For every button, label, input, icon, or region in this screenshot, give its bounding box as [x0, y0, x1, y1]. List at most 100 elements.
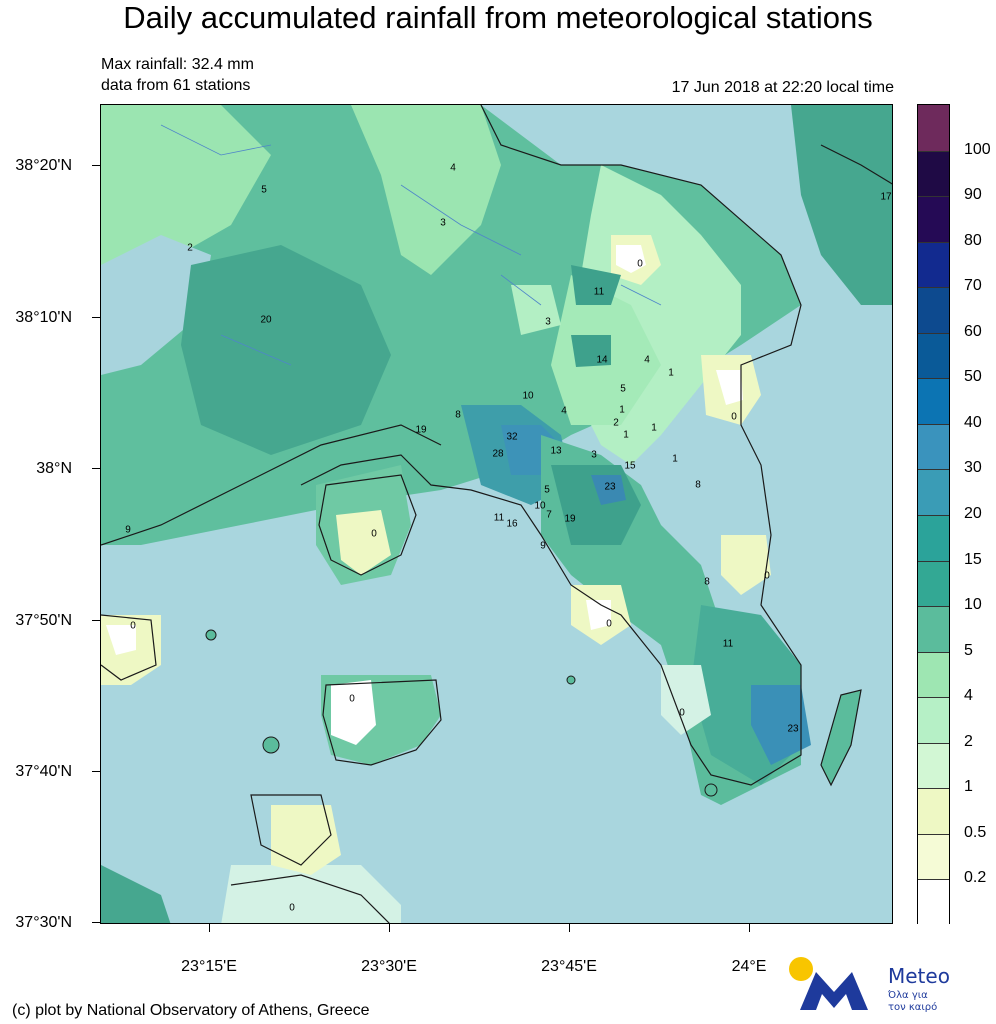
colorbar-segment [918, 423, 949, 470]
station-value: 1 [623, 429, 629, 441]
colorbar-segment [918, 287, 949, 333]
colorbar-label: 1 [964, 778, 973, 796]
station-value: 15 [624, 460, 636, 472]
lat-label: 37°30'N [15, 914, 72, 931]
lon-tick [389, 924, 390, 932]
colorbar-segment [918, 196, 949, 242]
station-value: 16 [506, 518, 518, 530]
map-title: Daily accumulated rainfall from meteorol… [123, 0, 873, 35]
timestamp-text: 17 Jun 2018 at 22:20 local time [671, 79, 894, 96]
station-value: 3 [440, 217, 446, 229]
station-value: 0 [731, 411, 737, 423]
colorbar-label: 30 [964, 459, 982, 477]
lon-tick [569, 924, 570, 932]
station-value: 11 [593, 286, 605, 298]
colorbar-segment [918, 241, 949, 288]
lat-tick [92, 468, 100, 469]
station-value: 7 [546, 509, 552, 521]
meteo-logo: Meteo Όλα για τον καιρό [786, 952, 956, 1014]
map-svg [101, 105, 892, 923]
lat-label: 37°40'N [15, 763, 72, 780]
colorbar-segment [918, 378, 949, 424]
lat-tick [92, 620, 100, 621]
brand-tagline-2: τον καιρό [888, 1002, 938, 1013]
colorbar-segment [918, 833, 949, 880]
station-value: 1 [651, 422, 657, 434]
station-value: 0 [764, 570, 770, 582]
station-value: 9 [125, 524, 131, 536]
station-value: 2 [187, 242, 193, 254]
station-value: 23 [787, 723, 799, 735]
lat-label: 37°50'N [15, 612, 72, 629]
station-value: 9 [540, 540, 546, 552]
lon-label: 23°30'E [361, 958, 417, 975]
station-value: 0 [130, 620, 136, 632]
colorbar-segment [918, 515, 949, 561]
colorbar-label: 4 [964, 687, 973, 705]
rainfall-colorbar [917, 104, 950, 925]
lat-label: 38°N [36, 460, 72, 477]
rainfall-map: 4 5 3 2 0 11 20 3 14 4 1 10 5 4 1 2 1 1 … [100, 104, 893, 924]
brand-name: Meteo [888, 964, 950, 988]
station-value: 3 [591, 449, 597, 461]
station-count-text: data from 61 stations [101, 77, 251, 94]
colorbar-segment [918, 332, 949, 379]
station-value: 4 [450, 162, 456, 174]
brand-tagline-1: Όλα για [888, 990, 928, 1001]
station-value: 5 [544, 484, 550, 496]
station-value: 32 [506, 431, 518, 443]
station-value: 0 [371, 528, 377, 540]
colorbar-label: 20 [964, 505, 982, 522]
station-value: 2 [613, 417, 619, 429]
colorbar-segment [918, 651, 949, 698]
station-value: 0 [606, 618, 612, 630]
colorbar-segment [918, 150, 949, 197]
colorbar-segment [918, 469, 949, 515]
station-value: 8 [704, 576, 710, 588]
station-value: 19 [564, 513, 576, 525]
colorbar-segment [918, 879, 949, 925]
station-value: 5 [261, 184, 267, 196]
lon-label: 24°E [731, 958, 767, 975]
station-value: 28 [492, 448, 504, 460]
meteo-logo-mark [789, 957, 868, 1010]
lat-label: 38°20'N [15, 157, 72, 174]
colorbar-segment [918, 697, 949, 743]
lon-label: 23°15'E [181, 958, 237, 975]
lat-tick [92, 317, 100, 318]
station-value: 0 [289, 902, 295, 914]
station-value: 10 [522, 390, 534, 402]
colorbar-label: 2 [964, 732, 973, 750]
lat-tick [92, 771, 100, 772]
station-value: 10 [534, 500, 546, 512]
station-value: 19 [415, 424, 427, 436]
station-value: 4 [644, 354, 650, 366]
station-value: 13 [550, 445, 562, 457]
credit-text: (c) plot by National Observatory of Athe… [12, 1002, 370, 1019]
colorbar-label: 60 [964, 322, 982, 340]
lat-label: 38°10'N [15, 309, 72, 326]
lat-tick [92, 922, 100, 923]
colorbar-segment [918, 742, 949, 789]
colorbar-segment [918, 606, 949, 652]
colorbar-label: 50 [964, 368, 982, 386]
colorbar-segment [918, 560, 949, 607]
lon-tick [749, 924, 750, 932]
station-value: 0 [637, 258, 643, 270]
station-value: 20 [260, 314, 272, 326]
station-value: 11 [722, 638, 734, 650]
station-value: 23 [604, 481, 616, 493]
colorbar-label: 40 [964, 413, 982, 431]
colorbar-segment [918, 788, 949, 834]
colorbar-label: 0.2 [964, 869, 987, 887]
station-value: 0 [679, 707, 685, 719]
station-value: 1 [672, 453, 678, 465]
lat-tick [92, 165, 100, 166]
lon-tick [209, 924, 210, 932]
station-value: 17 [880, 191, 892, 203]
station-value: 8 [695, 479, 701, 491]
colorbar-label: 5 [964, 641, 973, 659]
colorbar-label: 70 [964, 277, 982, 295]
station-value: 5 [620, 383, 626, 395]
colorbar-segment [918, 105, 949, 151]
